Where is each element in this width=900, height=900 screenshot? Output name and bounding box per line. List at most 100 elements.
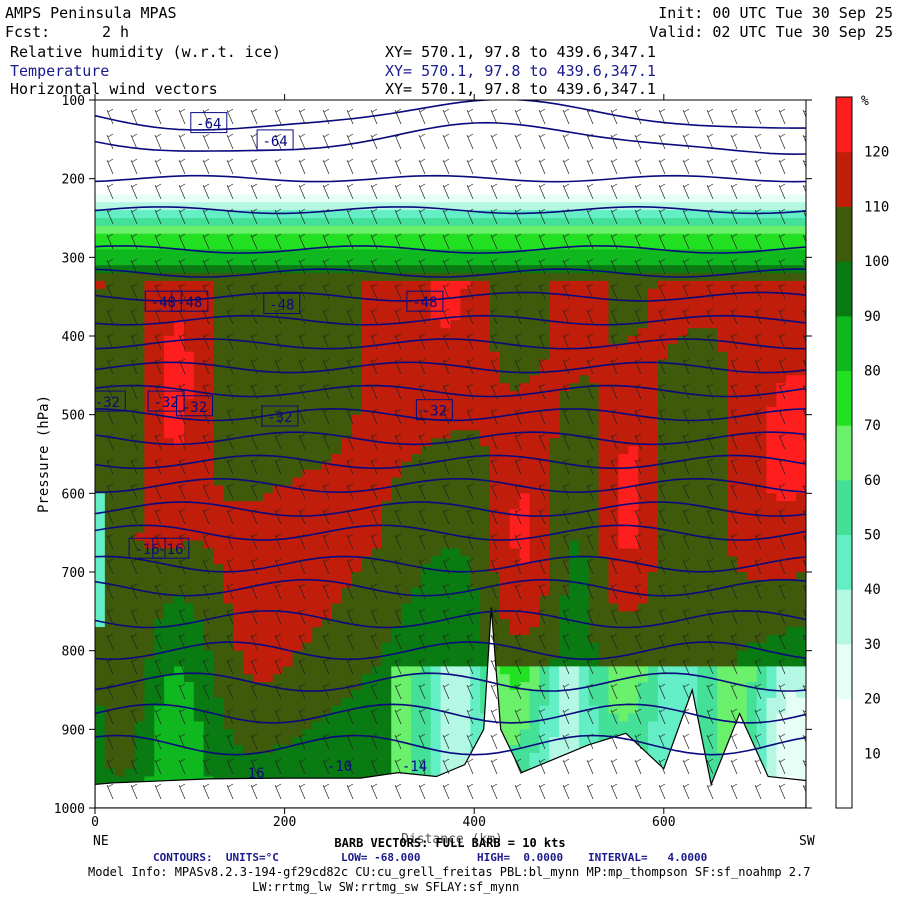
rh-cell	[638, 556, 649, 565]
rh-cell	[470, 406, 481, 416]
rh-cell	[193, 312, 205, 321]
rh-cell	[529, 556, 540, 565]
rh-cell	[687, 611, 698, 620]
rh-cell	[233, 367, 244, 376]
rh-cell	[667, 280, 679, 290]
rh-cell	[736, 477, 748, 487]
rh-cell	[539, 210, 550, 219]
rh-cell	[104, 595, 116, 605]
rh-cell	[361, 351, 373, 361]
rh-cell	[608, 343, 619, 353]
rh-cell	[144, 107, 155, 117]
rh-cell	[164, 627, 175, 636]
rh-cell	[628, 367, 639, 376]
rh-cell	[529, 139, 540, 148]
rh-cell	[213, 202, 224, 211]
rh-cell	[104, 532, 116, 542]
rh-cell	[124, 556, 136, 565]
rh-cell	[648, 351, 659, 361]
rh-cell	[253, 100, 264, 109]
rh-cell	[549, 524, 560, 534]
rh-cell	[124, 548, 136, 557]
rh-cell	[499, 485, 511, 494]
rh-cell	[638, 477, 649, 487]
rh-cell	[756, 454, 768, 463]
rh-cell	[618, 516, 629, 526]
rh-cell	[717, 493, 728, 502]
rh-cell	[766, 233, 777, 243]
rh-cell	[371, 123, 382, 133]
rh-cell	[638, 398, 649, 408]
rh-cell	[154, 627, 165, 636]
rh-cell	[154, 218, 165, 227]
rh-cell	[134, 375, 145, 384]
rh-cell	[154, 556, 165, 565]
rh-cell	[144, 501, 155, 510]
rh-cell	[509, 454, 521, 463]
rh-cell	[618, 139, 629, 148]
rh-cell	[341, 312, 353, 321]
rh-cell	[529, 343, 540, 353]
rh-cell	[657, 359, 669, 369]
rh-cell	[420, 634, 432, 644]
rh-cell	[677, 603, 689, 612]
rh-cell	[470, 123, 481, 133]
rh-cell	[134, 493, 145, 502]
rh-cell	[707, 477, 718, 487]
rh-cell	[490, 383, 501, 392]
rh-cell	[569, 170, 580, 180]
rh-cell	[588, 540, 600, 549]
rh-cell	[796, 320, 806, 329]
rh-cell	[322, 351, 333, 361]
rh-cell	[608, 202, 619, 211]
rh-cell	[776, 194, 787, 203]
rh-cell	[559, 210, 570, 219]
rh-cell	[401, 100, 412, 109]
rh-cell	[124, 642, 136, 652]
rh-cell	[598, 430, 610, 439]
rh-cell	[272, 320, 284, 329]
rh-cell	[687, 343, 698, 353]
rh-cell	[707, 524, 718, 534]
rh-cell	[519, 186, 531, 195]
rh-cell	[746, 375, 758, 384]
rh-cell	[164, 257, 175, 266]
rh-cell	[756, 100, 768, 109]
rh-cell	[717, 123, 728, 133]
rh-cell	[687, 469, 698, 479]
rh-cell	[282, 296, 294, 306]
rh-cell	[490, 493, 501, 502]
rh-cell	[114, 446, 126, 455]
rh-cell	[450, 532, 461, 542]
rh-cell	[302, 414, 313, 424]
rh-cell	[736, 265, 748, 274]
rh-cell	[243, 595, 254, 605]
rh-cell	[381, 532, 392, 542]
rh-cell	[786, 336, 797, 345]
rh-cell	[786, 572, 797, 581]
rh-cell	[519, 351, 531, 361]
rh-cell	[638, 225, 649, 235]
rh-cell	[134, 454, 145, 463]
rh-cell	[361, 139, 373, 148]
rh-cell	[114, 312, 126, 321]
rh-cell	[213, 611, 224, 620]
rh-cell	[322, 123, 333, 133]
rh-cell	[667, 241, 679, 251]
rh-cell	[114, 351, 126, 361]
rh-cell	[638, 430, 649, 439]
rh-cell	[697, 579, 708, 589]
rh-cell	[95, 642, 106, 652]
rh-cell	[598, 438, 610, 447]
rh-cell	[450, 540, 461, 549]
rh-cell	[509, 210, 521, 219]
rh-cell	[707, 186, 718, 195]
rh-cell	[401, 485, 412, 494]
rh-cell	[420, 147, 432, 156]
rh-cell	[114, 611, 126, 620]
rh-cell	[509, 218, 521, 227]
rh-cell	[203, 359, 215, 369]
rh-cell	[124, 469, 136, 479]
rh-cell	[519, 524, 531, 534]
rh-cell	[233, 186, 244, 195]
